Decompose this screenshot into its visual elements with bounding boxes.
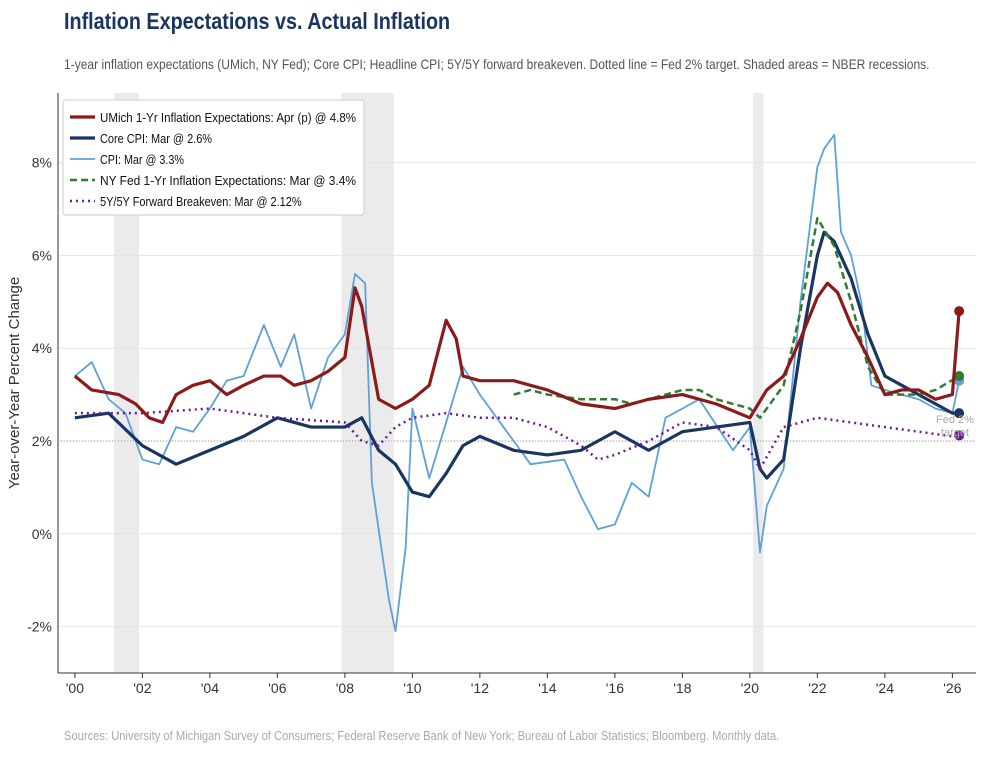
series-line: [513, 217, 960, 420]
series-endpoint: [954, 430, 965, 441]
x-tick-label: '26: [943, 680, 961, 696]
y-axis-label: Year-over-Year Percent Change: [6, 277, 23, 489]
series-line: [74, 230, 960, 499]
x-tick-label: '02: [133, 680, 151, 696]
legend-label: Core CPI: Mar @ 2.6%: [100, 131, 212, 146]
source-note: Sources: University of Michigan Survey o…: [64, 728, 780, 743]
series-endpoint: [954, 306, 965, 317]
y-tick-label: 4%: [32, 340, 52, 356]
x-tick-label: '12: [471, 680, 489, 696]
y-tick-label: 2%: [32, 433, 52, 449]
x-tick-label: '16: [606, 680, 624, 696]
x-tick-label: '14: [538, 680, 556, 696]
x-tick-label: '08: [336, 680, 354, 696]
x-tick-label: '20: [741, 680, 759, 696]
y-tick-label: 8%: [32, 155, 52, 171]
x-tick-label: '18: [673, 680, 691, 696]
series-endpoint: [954, 408, 965, 419]
series-line: [74, 407, 960, 471]
legend-label: UMich 1-Yr Inflation Expectations: Apr (…: [100, 110, 356, 125]
chart-subtitle: 1-year inflation expectations (UMich, NY…: [64, 56, 930, 72]
chart-title: Inflation Expectations vs. Actual Inflat…: [64, 8, 451, 34]
legend-label: CPI: Mar @ 3.3%: [100, 152, 184, 167]
x-tick-label: '22: [808, 680, 826, 696]
series-endpoint: [954, 371, 965, 382]
y-tick-label: 0%: [32, 526, 52, 542]
series-line: [74, 133, 961, 633]
x-tick-label: '00: [66, 680, 84, 696]
x-tick-label: '10: [403, 680, 421, 696]
recession-band: [753, 93, 764, 673]
series-line: [73, 281, 961, 425]
x-tick-label: '04: [201, 680, 219, 696]
legend-label: 5Y/5Y Forward Breakeven: Mar @ 2.12%: [100, 194, 302, 209]
x-tick-label: '24: [876, 680, 894, 696]
y-tick-label: -2%: [27, 619, 52, 635]
y-tick-label: 6%: [32, 247, 52, 263]
fed-target-label: Fed 2% target: [936, 414, 974, 439]
legend-label: NY Fed 1-Yr Inflation Expectations: Mar …: [100, 173, 356, 188]
legend-box: [62, 99, 365, 216]
x-tick-label: '06: [268, 680, 286, 696]
